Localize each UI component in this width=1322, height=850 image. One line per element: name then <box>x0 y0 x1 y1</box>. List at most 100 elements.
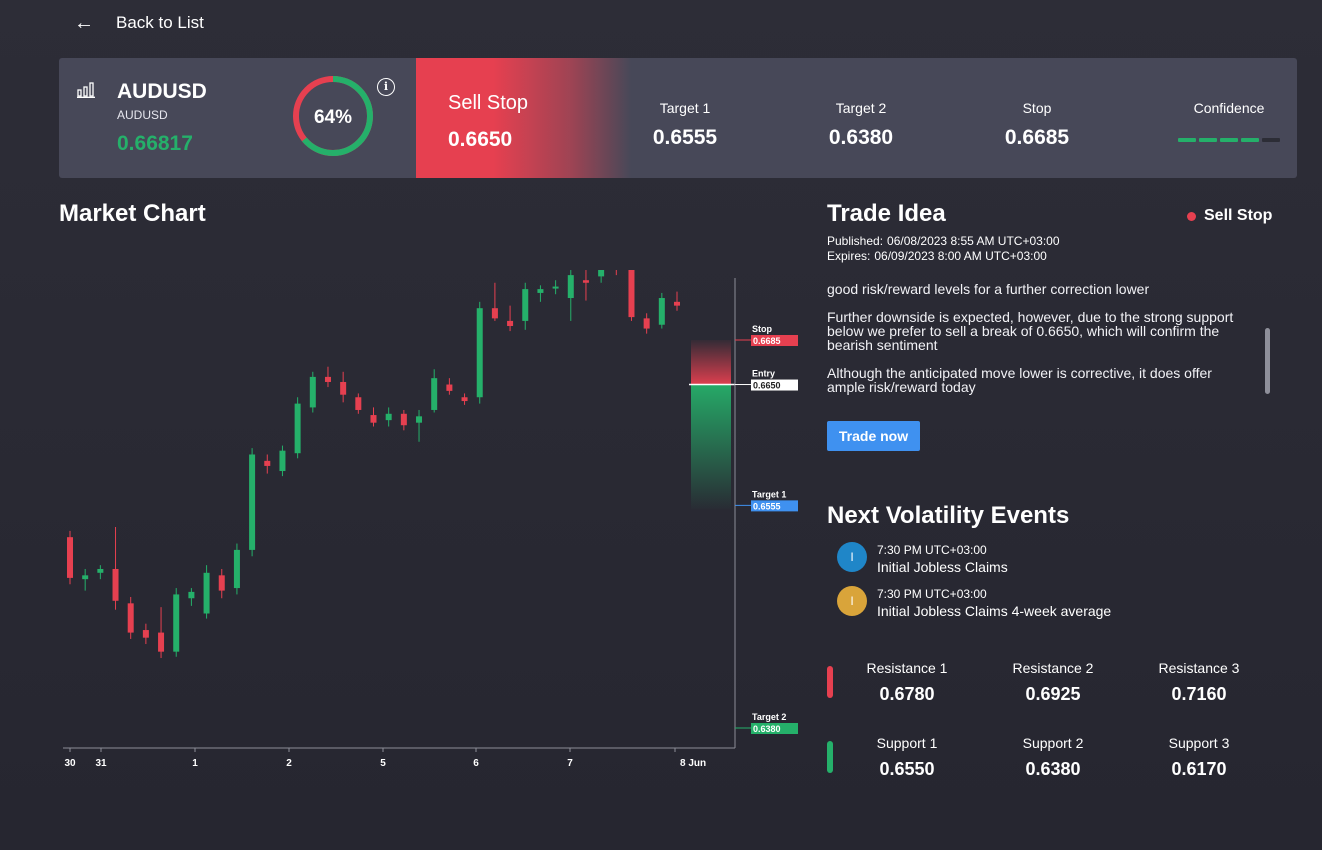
level-value: 0.6685 <box>753 336 781 346</box>
signal-badge-label: Sell Stop <box>1204 207 1273 224</box>
level-label: Resistance 2 <box>1012 660 1094 676</box>
candle-body <box>385 413 392 421</box>
candle-body <box>203 572 210 614</box>
level-name: Target 2 <box>752 712 786 722</box>
confidence-segment <box>1199 138 1217 142</box>
candle-body <box>218 575 225 591</box>
trade-idea-paragraph: Further downside is expected, however, d… <box>827 309 1234 353</box>
level-name: Stop <box>752 324 772 334</box>
level-label: Support 1 <box>876 735 938 751</box>
event-time: 7:30 PM UTC+03:00 <box>877 587 987 601</box>
metric-target-1: Target 1 0.6555 <box>615 100 755 150</box>
x-tick-label: 7 <box>567 758 573 769</box>
level-value: 0.6650 <box>753 381 781 391</box>
volatility-event[interactable]: I 7:30 PM UTC+03:00 Initial Jobless Clai… <box>837 542 1008 575</box>
candle-body <box>340 381 347 395</box>
stop-zone <box>691 340 731 385</box>
event-info-icon: I <box>837 542 867 572</box>
signal-entry-price: 0.6650 <box>448 128 513 151</box>
support-2: Support 2 0.6380 <box>993 735 1113 780</box>
candle-body <box>142 630 149 638</box>
level-name: Target 1 <box>752 489 786 499</box>
confidence-segment <box>1241 138 1259 142</box>
status-dot <box>1187 211 1196 221</box>
level-value: 0.6925 <box>1025 684 1081 704</box>
trade-idea-paragraph: good risk/reward levels for a further co… <box>827 281 1150 297</box>
volatility-title: Next Volatility Events <box>827 502 1070 529</box>
event-name: Initial Jobless Claims <box>877 559 1008 575</box>
info-icon[interactable]: i <box>377 78 395 96</box>
event-time: 7:30 PM UTC+03:00 <box>877 543 987 557</box>
trade-now-button[interactable]: Trade now <box>827 421 920 451</box>
target-zone <box>691 384 731 510</box>
candle-body <box>567 275 574 299</box>
candle-body <box>97 568 104 573</box>
x-tick-label: 31 <box>95 758 107 769</box>
expires-row: Expires: 06/09/2023 8:00 AM UTC+03:00 <box>827 249 1051 263</box>
candle-body <box>355 397 362 410</box>
level-label: Resistance 3 <box>1158 660 1240 676</box>
candle-body <box>188 591 195 599</box>
level-value: 0.6780 <box>879 684 935 704</box>
signal-panel: Sell Stop 0.6650 <box>416 58 631 178</box>
symbol-name: AUDUSD <box>117 80 207 103</box>
level-value: 0.6555 <box>753 501 781 511</box>
market-chart[interactable]: 30 31 1 2 5 6 7 8 Jun Stop 0.6685 Entry 0.6650 Targe… <box>55 270 815 780</box>
description-scrollbar[interactable] <box>1265 328 1270 394</box>
level-badge <box>751 379 798 391</box>
metric-label: Target 1 <box>659 100 711 116</box>
candle-body <box>628 270 635 318</box>
published-value: 06/08/2023 8:55 AM UTC+03:00 <box>887 234 1060 248</box>
x-tick-label: 5 <box>380 758 386 769</box>
candle-body <box>67 537 73 578</box>
metric-value: 0.6555 <box>652 126 718 149</box>
market-chart-title: Market Chart <box>59 200 206 227</box>
metric-value: 0.6685 <box>1004 126 1070 149</box>
candle-body <box>461 397 468 402</box>
candle-body <box>112 568 119 601</box>
expires-label: Expires: <box>827 249 871 263</box>
volatility-event[interactable]: I 7:30 PM UTC+03:00 Initial Jobless Clai… <box>837 586 1111 619</box>
level-value: 0.6380 <box>753 724 781 734</box>
level-label: Support 2 <box>1022 735 1084 751</box>
resistance-2: Resistance 2 0.6925 <box>993 660 1113 705</box>
back-to-list-link[interactable]: ← Back to List <box>74 12 204 34</box>
instrument-header: AUDUSD AUDUSD 0.66817 64% i Sell Stop 0.… <box>59 58 1297 178</box>
confidence-segment <box>1262 138 1280 142</box>
candle-body <box>279 450 286 472</box>
level-badge <box>751 723 798 734</box>
x-tick-label: 30 <box>64 758 76 769</box>
candle-body <box>537 289 544 293</box>
trade-idea-paragraph: Although the anticipated move lower is c… <box>827 365 1212 395</box>
candle-body <box>507 320 514 327</box>
level-value: 0.6550 <box>879 759 935 779</box>
candle-body <box>173 594 180 652</box>
candle-body <box>309 376 316 408</box>
level-label: Support 3 <box>1168 735 1230 751</box>
resistance-1: Resistance 1 0.6780 <box>847 660 967 705</box>
candle-body <box>446 384 453 391</box>
candle-body <box>370 415 377 423</box>
level-label: Resistance 1 <box>866 660 948 676</box>
candle-body <box>658 298 665 325</box>
event-info-icon: I <box>837 586 867 616</box>
trade-idea-description: good risk/reward levels for a further co… <box>827 282 1247 408</box>
candle-body <box>82 575 89 580</box>
candle-body <box>324 376 331 382</box>
candle-body <box>249 454 256 550</box>
metric-confidence: Confidence <box>1159 100 1297 142</box>
confidence-segment <box>1220 138 1238 142</box>
candle-body <box>476 308 483 398</box>
expires-value: 06/09/2023 8:00 AM UTC+03:00 <box>874 249 1047 263</box>
x-tick-label: 6 <box>473 758 479 769</box>
event-name: Initial Jobless Claims 4-week average <box>877 603 1112 619</box>
metric-stop: Stop 0.6685 <box>967 100 1107 150</box>
confidence-meter <box>1159 138 1297 142</box>
support-1: Support 1 0.6550 <box>847 735 967 780</box>
level-badge <box>751 335 798 346</box>
candle-body <box>127 603 134 633</box>
candle-body <box>674 301 680 306</box>
signal-type: Sell Stop <box>448 92 529 114</box>
gauge-label: 64% <box>314 107 352 128</box>
level-value: 0.7160 <box>1171 684 1227 704</box>
